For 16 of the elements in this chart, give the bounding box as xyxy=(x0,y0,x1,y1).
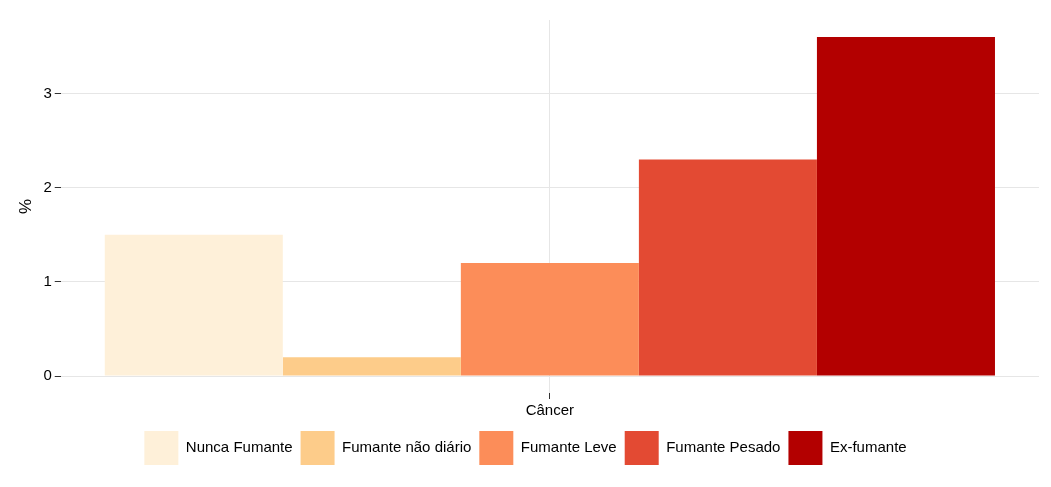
bar xyxy=(816,36,995,376)
y-tick-label: 2 xyxy=(43,177,52,195)
bar xyxy=(460,263,639,376)
x-tick-label: Câncer xyxy=(525,401,575,419)
bar xyxy=(104,234,283,376)
y-tick-label: 3 xyxy=(43,83,52,101)
bar xyxy=(638,159,817,376)
legend-label: Ex-fumante xyxy=(829,438,907,456)
y-tick-label: 0 xyxy=(43,366,52,384)
legend-label: Fumante não diário xyxy=(342,438,472,456)
bar xyxy=(282,357,461,376)
legend-label: Fumante Leve xyxy=(520,438,617,456)
legend-label: Fumante Pesado xyxy=(666,438,781,456)
y-axis-title: % xyxy=(15,198,35,215)
legend-label: Nunca Fumante xyxy=(185,438,293,456)
y-tick-label: 1 xyxy=(43,271,52,289)
